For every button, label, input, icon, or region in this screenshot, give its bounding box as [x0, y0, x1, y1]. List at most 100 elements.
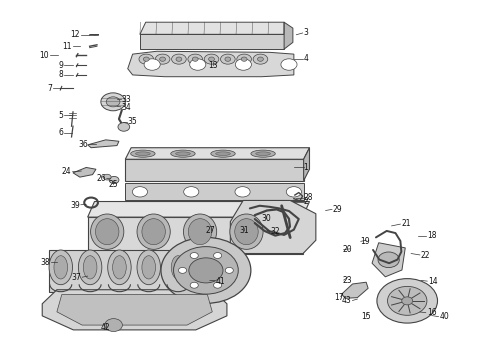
Text: 32: 32	[271, 227, 280, 236]
Ellipse shape	[155, 54, 170, 64]
Circle shape	[225, 267, 233, 273]
Ellipse shape	[166, 250, 190, 285]
Ellipse shape	[286, 187, 301, 197]
Text: 31: 31	[239, 226, 249, 235]
Ellipse shape	[91, 214, 124, 249]
Ellipse shape	[144, 59, 160, 70]
Circle shape	[388, 287, 427, 315]
Text: 11: 11	[62, 42, 72, 51]
Polygon shape	[73, 167, 96, 177]
Text: 27: 27	[206, 226, 216, 235]
Ellipse shape	[190, 59, 206, 70]
Ellipse shape	[54, 256, 68, 279]
Ellipse shape	[142, 256, 156, 279]
Ellipse shape	[184, 187, 199, 197]
Circle shape	[214, 282, 221, 288]
Polygon shape	[342, 282, 368, 298]
Circle shape	[190, 253, 198, 258]
Text: 24: 24	[62, 167, 72, 176]
Ellipse shape	[251, 150, 275, 157]
Text: 8: 8	[58, 71, 63, 80]
Polygon shape	[372, 243, 405, 277]
Text: 1: 1	[304, 163, 308, 172]
Text: 6: 6	[58, 128, 63, 137]
Ellipse shape	[132, 187, 147, 197]
Text: 30: 30	[261, 214, 271, 223]
Ellipse shape	[192, 57, 198, 61]
Text: 18: 18	[427, 231, 436, 240]
Circle shape	[189, 258, 223, 283]
Polygon shape	[88, 217, 303, 253]
Text: 14: 14	[428, 276, 438, 285]
Ellipse shape	[139, 54, 154, 64]
Text: 21: 21	[401, 219, 411, 228]
Polygon shape	[140, 34, 284, 49]
Text: 17: 17	[335, 293, 344, 302]
Ellipse shape	[235, 187, 250, 197]
Circle shape	[378, 252, 399, 267]
Polygon shape	[125, 183, 304, 201]
Text: 4: 4	[304, 54, 309, 63]
Text: 3: 3	[304, 28, 309, 37]
Polygon shape	[125, 148, 310, 159]
Text: 39: 39	[70, 201, 80, 210]
Text: 2: 2	[304, 197, 308, 206]
Circle shape	[190, 282, 198, 288]
Circle shape	[377, 279, 438, 323]
Ellipse shape	[78, 250, 102, 285]
Ellipse shape	[188, 219, 212, 245]
Text: 23: 23	[343, 276, 352, 285]
Ellipse shape	[171, 256, 185, 279]
Circle shape	[101, 93, 125, 111]
Text: 29: 29	[333, 205, 343, 214]
Text: 35: 35	[128, 117, 138, 126]
Ellipse shape	[256, 152, 270, 156]
Circle shape	[161, 237, 251, 303]
Ellipse shape	[96, 219, 119, 245]
Circle shape	[402, 297, 413, 305]
Polygon shape	[88, 202, 310, 217]
Ellipse shape	[183, 214, 217, 249]
Text: 43: 43	[342, 296, 351, 305]
Polygon shape	[57, 294, 212, 325]
Ellipse shape	[258, 57, 264, 61]
Text: 12: 12	[71, 30, 80, 39]
Ellipse shape	[230, 214, 263, 249]
Polygon shape	[304, 148, 310, 181]
Ellipse shape	[131, 150, 155, 157]
Ellipse shape	[49, 250, 73, 285]
Ellipse shape	[137, 250, 160, 285]
Text: 33: 33	[122, 95, 132, 104]
Circle shape	[118, 123, 130, 131]
Ellipse shape	[216, 152, 230, 156]
Ellipse shape	[172, 54, 186, 64]
Circle shape	[178, 267, 187, 273]
Ellipse shape	[136, 152, 150, 156]
Text: 10: 10	[39, 51, 49, 60]
Text: 26: 26	[96, 175, 106, 184]
Text: 40: 40	[440, 312, 449, 321]
Ellipse shape	[188, 54, 202, 64]
Text: 5: 5	[58, 111, 63, 120]
Ellipse shape	[160, 57, 166, 61]
Ellipse shape	[211, 150, 235, 157]
Ellipse shape	[176, 57, 182, 61]
Ellipse shape	[113, 256, 126, 279]
Text: 38: 38	[40, 258, 49, 267]
Ellipse shape	[175, 152, 190, 156]
Ellipse shape	[253, 54, 268, 64]
Text: 34: 34	[122, 103, 132, 112]
Text: 28: 28	[304, 193, 313, 202]
Text: 13: 13	[208, 62, 218, 71]
Polygon shape	[284, 22, 293, 49]
Ellipse shape	[241, 57, 247, 61]
Polygon shape	[125, 159, 304, 181]
Ellipse shape	[209, 57, 215, 61]
Polygon shape	[42, 290, 227, 330]
Ellipse shape	[108, 250, 131, 285]
Circle shape	[109, 176, 119, 184]
Text: 22: 22	[421, 251, 430, 260]
Text: 25: 25	[108, 180, 118, 189]
Circle shape	[103, 174, 111, 180]
Polygon shape	[230, 201, 316, 253]
